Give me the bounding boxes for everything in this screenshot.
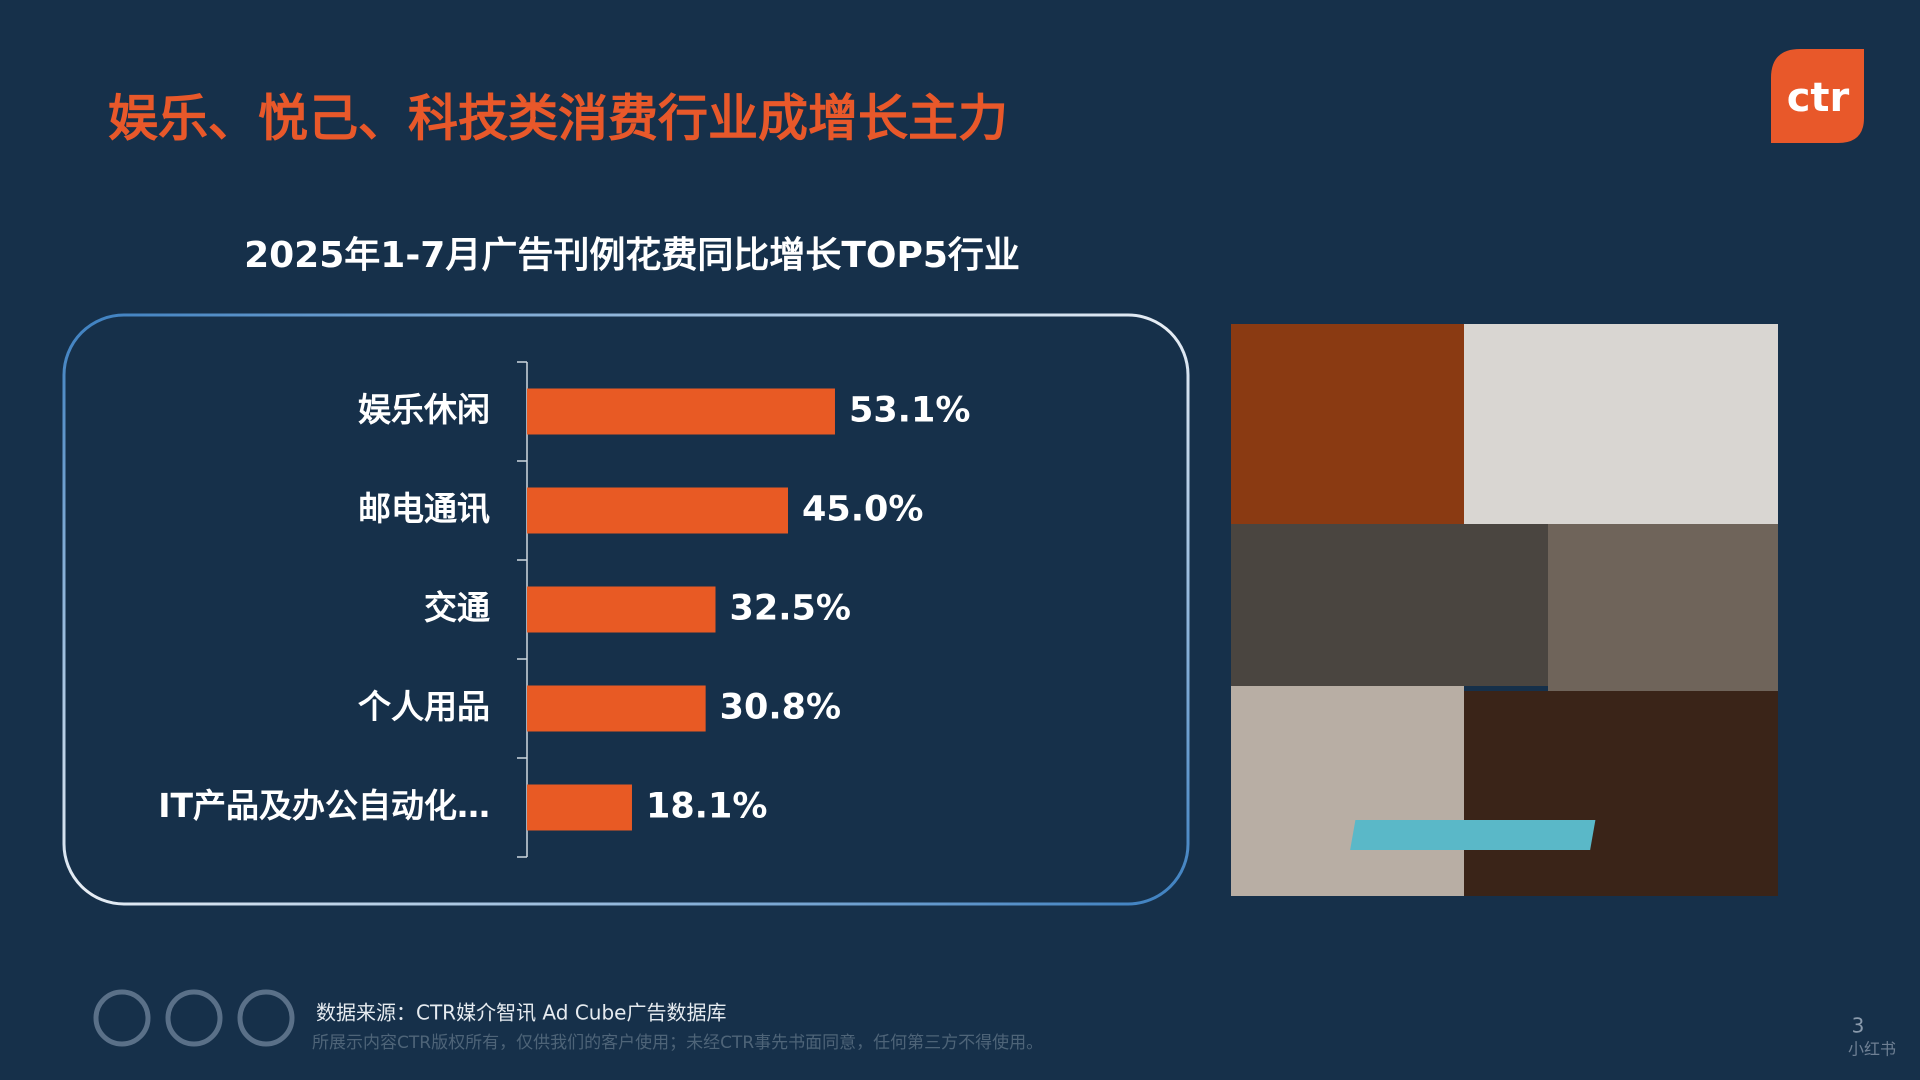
category-label: 交通 xyxy=(424,588,490,627)
photo-collage xyxy=(1231,324,1778,896)
value-label: 45.0% xyxy=(802,490,923,530)
category-label: 邮电通讯 xyxy=(358,489,490,528)
category-label: 娱乐休闲 xyxy=(358,390,490,429)
chart-title: 2025年1-7月广告刊例花费同比增长TOP5行业 xyxy=(244,235,1020,276)
bar xyxy=(527,388,835,435)
logo-text: ctr xyxy=(1787,75,1850,121)
bar xyxy=(527,685,706,732)
copyright-note: 所展示内容CTR版权所有，仅供我们的客户使用；未经CTR事先书面同意，任何第三方… xyxy=(312,1032,1043,1053)
category-label: IT产品及办公自动化… xyxy=(158,786,490,825)
slide-title: 娱乐、悦己、科技类消费行业成增长主力 xyxy=(108,90,1008,148)
value-label: 30.8% xyxy=(720,688,841,728)
value-label: 18.1% xyxy=(646,787,767,827)
value-label: 32.5% xyxy=(730,589,851,629)
bar xyxy=(527,487,788,534)
watermark: 小红书 xyxy=(1848,1040,1896,1059)
bar xyxy=(527,784,632,831)
bar xyxy=(527,586,716,633)
page-number: 3 xyxy=(1852,1014,1865,1038)
logo: ctr xyxy=(1771,49,1864,143)
certification-icons xyxy=(93,989,295,1047)
source-note: 数据来源：CTR媒介智讯 Ad Cube广告数据库 xyxy=(316,1001,726,1025)
value-label: 53.1% xyxy=(849,391,970,431)
chart: 娱乐休闲 53.1% 邮电通讯 45.0% 交通 32.5% 个人用品 30.8% IT产品及办… xyxy=(158,361,970,858)
category-label: 个人用品 xyxy=(358,687,490,726)
chart-frame xyxy=(62,313,1190,906)
